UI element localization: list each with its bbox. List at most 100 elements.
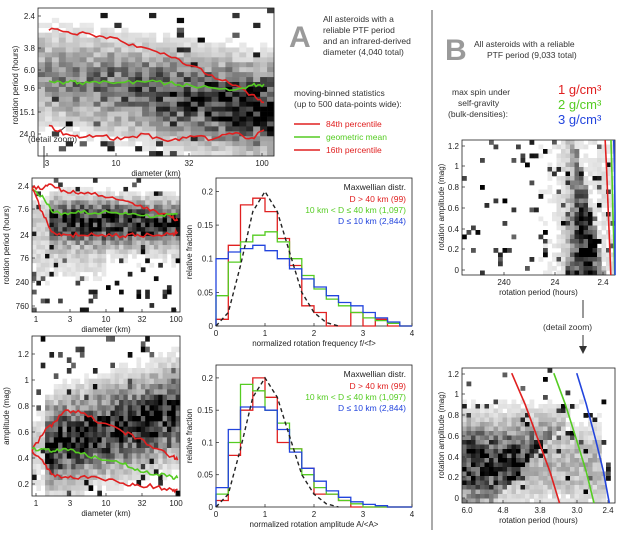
heatmap-cell [218,47,226,53]
heatmap-cell [489,417,494,423]
heatmap-cell [239,52,247,58]
heatmap-cell [204,131,212,137]
heatmap-cell [93,106,101,112]
heatmap-cell [471,471,476,477]
heatmap-cell [239,146,247,152]
heatmap-cell [158,448,163,454]
heatmap-cell [538,480,544,486]
heatmap-cell [123,437,129,443]
x-tick-label: 3.0 [571,506,583,515]
heatmap-cell [197,42,205,48]
heatmap-cell [588,440,593,445]
heatmap-cell [534,444,539,450]
heatmap-cell [218,101,226,107]
heatmap-cell [547,399,553,405]
heatmap-cell [132,458,137,465]
heatmap-cell [101,394,107,401]
heatmap-cell [127,432,133,438]
heatmap-cell [40,249,46,255]
heatmap-cell [66,458,72,465]
heatmap-cell [552,476,557,481]
heatmap-cell [162,357,168,363]
legend-entry: D ≤ 10 km (2,844) [338,403,406,413]
heatmap-cell [232,47,240,53]
panel-a-desc-2: reliable PTF period [323,25,395,35]
heatmap-cell [466,476,472,481]
heatmap-cell [565,176,571,181]
heatmap-cell [44,116,53,122]
heatmap-cell [169,52,178,58]
heatmap-cell [579,494,584,499]
heatmap-cell [592,270,598,276]
heatmap-cell [58,227,63,232]
heatmap-cell [149,91,157,98]
heatmap-cell [149,57,157,63]
heatmap-cell [136,227,142,232]
series-line-geometric-mean [48,79,265,92]
heatmap-cell [75,276,81,282]
heatmap-cell [132,218,137,223]
heatmap-cell [502,485,508,490]
heatmap-cell [484,485,490,490]
heatmap-cell [106,448,111,454]
heatmap-cell [260,116,268,122]
heatmap-cell [232,12,240,19]
heatmap-cell [44,37,53,43]
heatmap-cell [183,72,192,78]
heatmap-cell [543,252,548,258]
heatmap-cell [162,209,168,215]
heatmap-cell [88,384,94,390]
heatmap-cell [529,467,535,472]
heatmap-cell [162,86,171,93]
heatmap-cell [246,151,254,157]
heatmap-cell [58,426,63,433]
heatmap-cell [190,106,198,112]
heatmap-cell [49,453,55,459]
heatmap-cell [574,426,580,432]
heatmap-cell [583,498,589,504]
heatmap-cell [529,449,535,454]
heatmap-cell [475,494,481,499]
heatmap-cell [462,426,467,432]
heatmap-cell [71,400,76,406]
y-tick-label: 9.6 [24,84,36,93]
heatmap-cell [110,249,116,255]
heatmap-cell [88,200,94,206]
heatmap-cell [246,72,254,78]
heatmap-cell [493,435,499,441]
heatmap-cell [606,167,611,172]
heatmap-cell [484,440,490,445]
heatmap-cell [62,442,68,449]
heatmap-cell [534,422,539,427]
heatmap-cell [583,494,589,499]
heatmap-cell [197,151,205,157]
heatmap-cell [145,410,150,417]
heatmap-cell [136,368,142,374]
heatmap-cell [162,400,168,406]
heatmap-cell [166,458,172,465]
heatmap-cell [86,91,94,98]
y-tick-label: 0.05 [197,471,213,480]
heatmap-cell [45,236,50,241]
heatmap-cell [32,480,37,486]
heatmap-cell [520,471,526,477]
heatmap-cell [579,167,584,172]
heatmap-cell [239,91,247,98]
heatmap-cell [246,141,254,147]
heatmap-cell [525,426,530,432]
heatmap-cell [561,185,566,190]
y-tick-label: 76 [20,254,29,263]
heatmap-cell [110,469,116,475]
heatmap-cell [114,126,122,132]
heatmap-cell [552,167,557,172]
heatmap-cell [101,469,107,475]
heatmap-cell [169,111,178,117]
heatmap-cell [58,253,63,259]
heatmap-cell [114,464,120,470]
heatmap-cell [484,413,490,418]
heatmap-cell [176,101,185,107]
heatmap-cell [49,421,55,427]
heatmap-cell [32,271,37,277]
heatmap-cell [84,437,89,443]
heatmap-cell [475,230,481,235]
